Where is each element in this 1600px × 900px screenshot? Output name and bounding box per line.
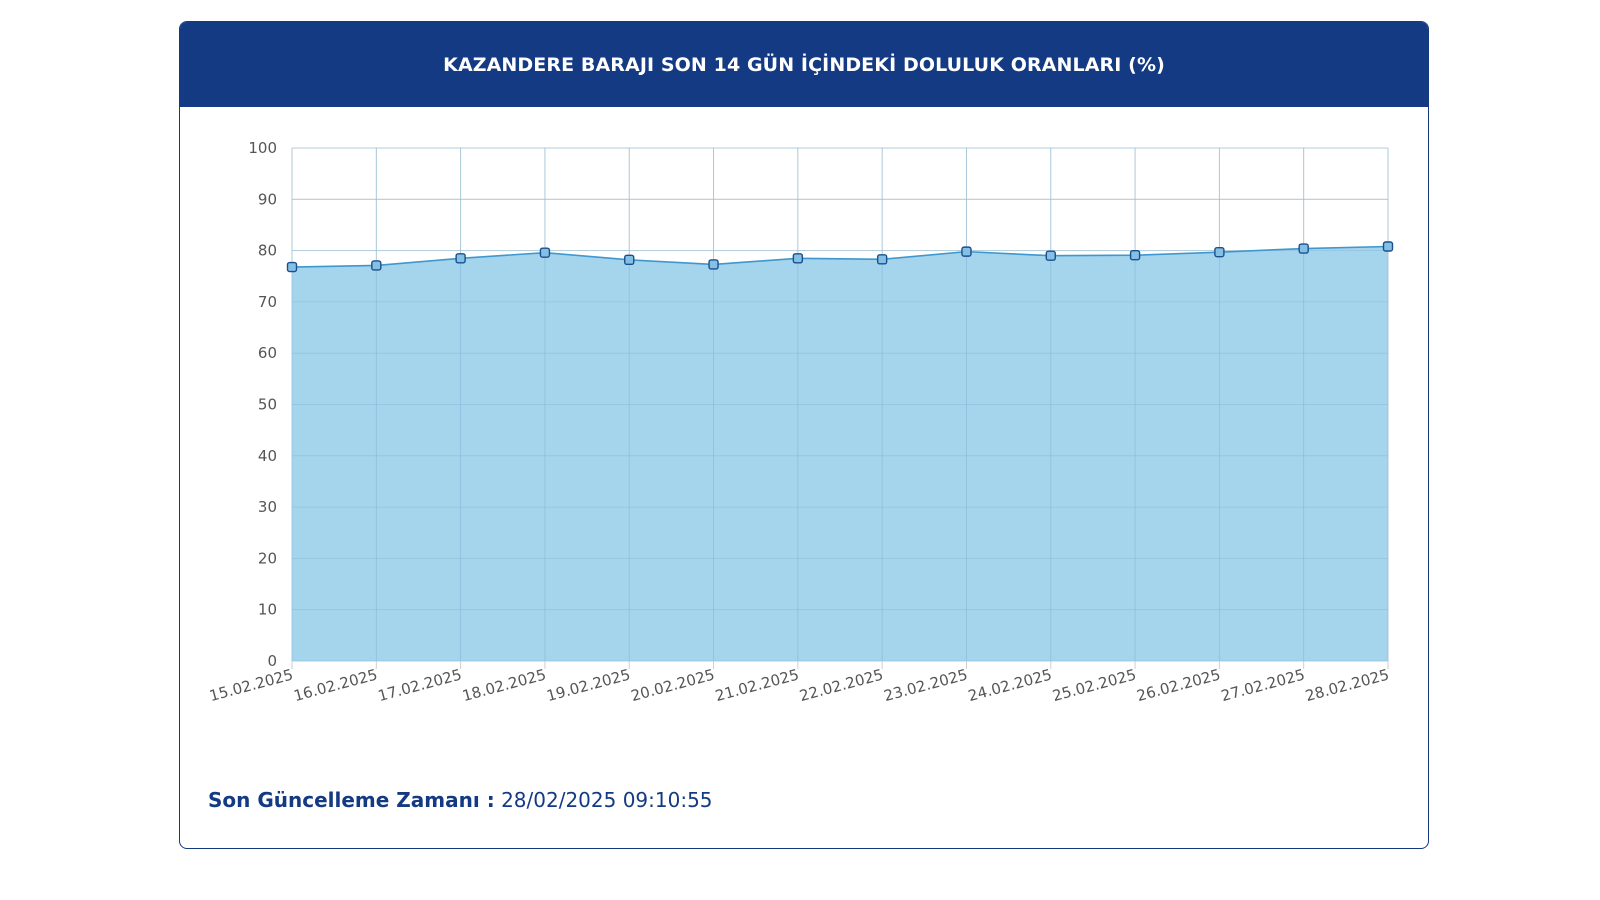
data-point[interactable]: [1298, 243, 1309, 254]
data-point[interactable]: [455, 253, 466, 264]
chart-title: KAZANDERE BARAJI SON 14 GÜN İÇİNDEKİ DOL…: [443, 53, 1165, 76]
data-point[interactable]: [708, 259, 719, 270]
last-update-value: 28/02/2025 09:10:55: [501, 788, 713, 812]
data-point[interactable]: [876, 254, 888, 265]
data-point[interactable]: [1129, 250, 1141, 261]
last-update-label: Son Güncelleme Zamanı :: [208, 788, 495, 812]
data-point[interactable]: [624, 254, 635, 266]
card-header: KAZANDERE BARAJI SON 14 GÜN İÇİNDEKİ DOL…: [180, 22, 1428, 107]
data-point[interactable]: [371, 260, 382, 271]
last-update: Son Güncelleme Zamanı : 28/02/2025 09:10…: [208, 788, 713, 812]
data-point[interactable]: [539, 247, 551, 258]
data-point[interactable]: [1045, 250, 1056, 261]
data-point[interactable]: [792, 253, 804, 264]
data-point[interactable]: [1214, 246, 1225, 258]
data-point[interactable]: [1382, 241, 1394, 252]
chart-card: KAZANDERE BARAJI SON 14 GÜN İÇİNDEKİ DOL…: [179, 21, 1429, 849]
data-point[interactable]: [286, 261, 298, 273]
data-point[interactable]: [961, 246, 972, 257]
